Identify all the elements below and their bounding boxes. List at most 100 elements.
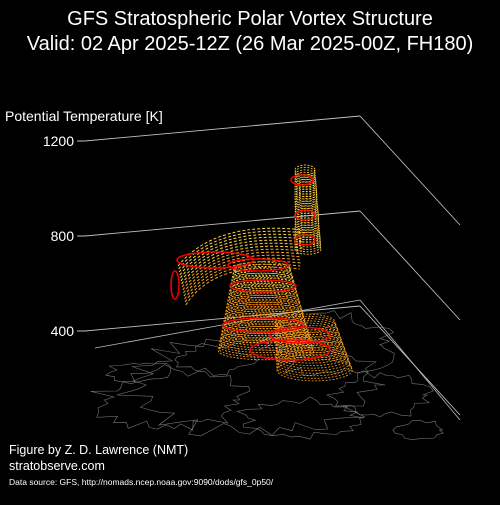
floor-side-edge <box>359 299 461 421</box>
vortex-upper-arc <box>182 254 302 294</box>
vortex-layer-contour <box>275 336 345 356</box>
vortex-upper-arc <box>177 227 306 267</box>
coastline <box>392 419 444 440</box>
chart-title: GFS Stratospheric Polar Vortex Structure <box>67 8 433 30</box>
vortex-surface <box>177 164 353 382</box>
vortex-edge-ring <box>294 234 316 246</box>
vortex-upper-column <box>294 169 316 181</box>
vortex-upper-column <box>294 243 322 255</box>
vortex-upper-column <box>294 219 320 231</box>
coastline <box>236 396 365 440</box>
vortex-upper-column <box>294 183 317 195</box>
z-plane-back-edge <box>84 115 361 142</box>
vortex-upper-column <box>294 222 320 234</box>
vortex-upper-column <box>294 171 316 183</box>
vortex-upper-arc <box>178 230 305 270</box>
vortex-layer-contour <box>220 325 310 344</box>
vortex-layer-contour <box>228 288 299 304</box>
vortex-layer-contour <box>233 263 292 277</box>
vortex-edge-ring <box>227 258 289 272</box>
coastline <box>90 364 250 431</box>
vortex-upper-column <box>294 202 319 214</box>
vortex-upper-arc <box>180 242 304 282</box>
z-plane-side-edge <box>359 115 461 226</box>
z-plane-back-edge <box>84 305 361 332</box>
z-tick-label: 400 <box>51 323 75 339</box>
z-plane-side-edge <box>359 210 461 321</box>
vortex-edge-ring <box>222 317 304 333</box>
z-tick-label: 800 <box>51 228 75 244</box>
coastline <box>325 370 434 418</box>
vortex-upper-column <box>294 176 317 188</box>
vortex-upper-column <box>294 188 318 200</box>
vortex-upper-column <box>294 217 320 229</box>
vortex-upper-column <box>294 198 318 210</box>
vortex-upper-column <box>294 200 319 212</box>
vortex-upper-column <box>294 212 320 224</box>
vortex-upper-arc <box>185 266 300 306</box>
vortex-layer-contour <box>228 285 298 301</box>
vortex-layer-contour <box>232 268 293 282</box>
vortex-upper-arc <box>184 263 301 303</box>
vortex-edge-ring <box>170 270 180 300</box>
vortex-upper-column <box>294 195 318 207</box>
vortex-edge-ring <box>229 279 297 293</box>
z-tick-label: 1200 <box>43 133 74 149</box>
vortex-layer-contour <box>232 265 292 280</box>
vortex-upper-column <box>294 190 318 202</box>
vortex-layer-contour <box>226 299 302 315</box>
vortex-upper-column <box>294 238 322 250</box>
vortex-upper-arc <box>180 239 304 279</box>
vortex-layer-contour <box>225 301 303 318</box>
chart-subtitle: Valid: 02 Apr 2025-12Z (26 Mar 2025-00Z,… <box>26 33 474 55</box>
vortex-edge-ring <box>269 326 331 344</box>
vortex-upper-column <box>294 186 318 198</box>
vortex-layer-contour <box>220 328 311 346</box>
vortex-edge-ring <box>290 174 314 186</box>
z-tick-labels: 400 800 1200 <box>43 133 74 339</box>
vortex-upper-column <box>294 241 322 253</box>
vortex-edge-ring <box>176 251 254 269</box>
vortex-edge-rings <box>170 174 331 361</box>
data-source-note: Data source: GFS, http://nomads.ncep.noa… <box>9 477 274 487</box>
axes-frame <box>77 115 461 421</box>
vortex-layer-contour <box>224 308 305 325</box>
vortex-layer-contour <box>225 303 303 320</box>
vortex-layer-contour <box>219 330 311 349</box>
figure-credit: Figure by Z. D. Lawrence (NMT) <box>9 443 189 457</box>
vortex-upper-column <box>294 207 319 219</box>
vortex-layer-contour <box>229 281 297 296</box>
vortex-layer-contour <box>218 336 313 356</box>
website-label: stratobserve.com <box>9 459 105 473</box>
vortex-layer-contour <box>229 283 298 299</box>
vortex-layer-contour <box>227 292 300 308</box>
vortex-upper-column <box>294 181 317 193</box>
vortex-layer-contour <box>276 349 350 372</box>
vortex-edge-ring <box>294 209 316 221</box>
vortex-layer-contour <box>275 345 348 367</box>
vortex-layer-contour <box>276 354 351 377</box>
vortex-edge-ring <box>249 339 331 361</box>
vortex-layer-contour <box>274 318 338 336</box>
vortex-core <box>239 294 285 306</box>
vortex-upper-arc <box>182 251 302 291</box>
vortex-layer-contour <box>276 358 353 382</box>
coastline <box>174 343 259 378</box>
vortex-upper-column <box>294 214 320 226</box>
vortex-layer-contour <box>275 327 341 346</box>
vortex-layer-contour <box>230 274 295 289</box>
vortex-upper-arc <box>178 233 305 273</box>
vortex-upper-column <box>294 210 319 222</box>
vortex-layer-contour <box>219 334 313 354</box>
coastline-basemap <box>90 310 444 440</box>
vortex-layer-contour <box>231 272 294 287</box>
z-plane-back-edge <box>84 210 361 237</box>
z-axis-label: Potential Temperature [K] <box>5 108 163 124</box>
vortex-layer-contour <box>226 297 301 313</box>
vortex-layer-contour <box>217 341 315 361</box>
vortex-core <box>265 337 315 353</box>
coastline <box>104 362 171 385</box>
coastline <box>116 333 386 437</box>
